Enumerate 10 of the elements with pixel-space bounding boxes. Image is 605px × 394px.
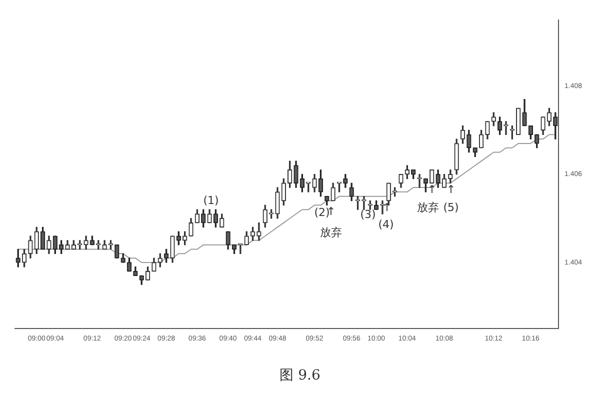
annotation: ↑ [446,182,456,196]
annotation: (3) [360,208,376,221]
caption: 图 9.6 [280,368,320,384]
annotation: 放弃 [320,226,342,239]
annotation: 放弃 [417,200,439,214]
annotation: (5) [443,200,459,214]
annotation: (2) [314,206,330,219]
annotation: ↑ [427,182,437,196]
annotation: (1) [203,194,219,207]
annotation: (4) [378,218,394,231]
